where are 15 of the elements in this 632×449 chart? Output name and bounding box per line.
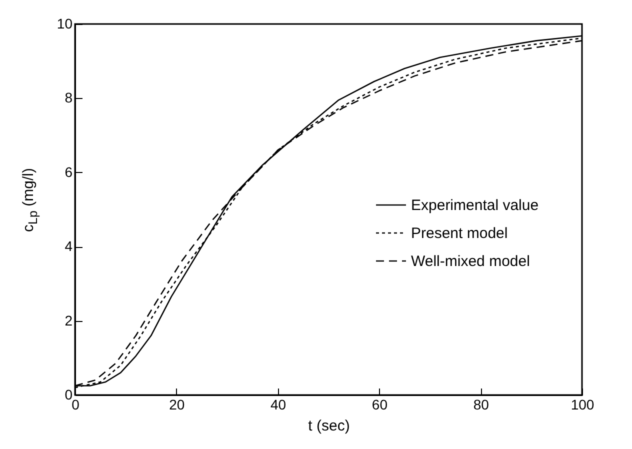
y-tick-label: 0 — [64, 386, 73, 402]
legend-label: Experimental value — [411, 197, 539, 214]
legend-label: Well-mixed model — [411, 253, 530, 270]
x-tick-label: 80 — [473, 396, 490, 412]
y-tick-label: 4 — [64, 238, 73, 254]
x-tick-label: 40 — [270, 396, 286, 412]
y-tick-label: 6 — [64, 164, 73, 180]
x-axis-title: t (sec) — [308, 418, 350, 434]
y-tick-label: 2 — [64, 312, 73, 328]
legend-label: Present model — [411, 225, 508, 242]
y-tick-label: 8 — [64, 90, 73, 106]
x-tick-label: 100 — [570, 396, 594, 412]
y-tick-label: 10 — [56, 16, 73, 32]
x-tick-label: 20 — [169, 396, 185, 412]
x-tick-label: 60 — [372, 396, 388, 412]
